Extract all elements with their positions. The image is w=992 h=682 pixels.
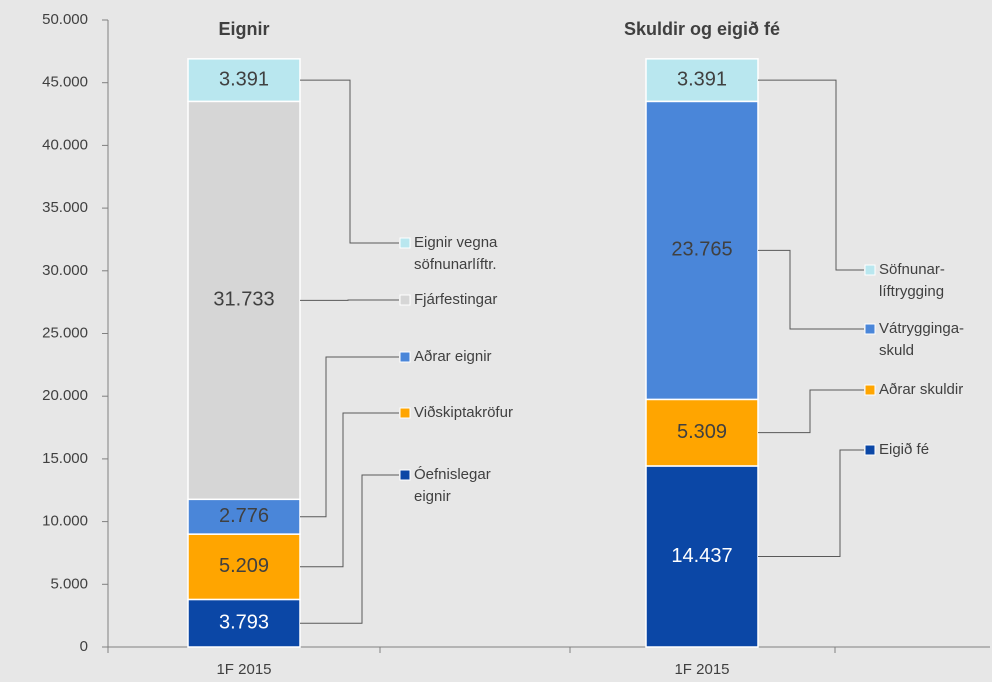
x-tick-label: 1F 2015 (216, 661, 271, 678)
bar-segment (187, 100, 301, 501)
value-label: 3.391 (677, 68, 727, 90)
chart-title: Skuldir og eigið fé (624, 19, 780, 39)
legend-label: Fjárfestingar (414, 291, 498, 308)
legend-marker (399, 351, 411, 363)
y-tick-label: 15.000 (42, 450, 88, 467)
y-tick-label: 0 (80, 638, 88, 655)
legend-label: Eigið fé (879, 441, 930, 458)
y-tick-label: 40.000 (42, 136, 88, 153)
bar-segment (645, 465, 759, 648)
value-label: 2.776 (219, 505, 269, 527)
value-label: 3.391 (219, 68, 269, 90)
y-tick-label: 5.000 (50, 575, 88, 592)
value-label: 3.793 (219, 611, 269, 633)
leader-line (758, 249, 864, 330)
leader-line (758, 79, 864, 271)
bar-segment (645, 100, 759, 401)
leader-line (758, 449, 864, 557)
legend-label: Eignir vegna söfnunarlíftr. (414, 234, 498, 273)
legend-label: Aðrar skuldir (879, 381, 964, 398)
y-tick-label: 50.000 (42, 11, 88, 28)
value-label: 5.309 (677, 421, 727, 443)
legend-marker (399, 237, 411, 249)
y-tick-label: 25.000 (42, 324, 88, 341)
legend-marker (399, 294, 411, 306)
chart-title: Eignir (218, 19, 269, 39)
bar-segment (187, 498, 301, 535)
legend-marker (399, 469, 411, 481)
bar-segment (187, 598, 301, 648)
legend-label: Óefnislegar eignir (414, 466, 491, 505)
legend-marker (864, 323, 876, 335)
leader-line (300, 356, 399, 518)
legend-label: Söfnunar- líftrygging (879, 261, 945, 300)
legend-marker (864, 384, 876, 396)
leader-line (300, 79, 399, 244)
bar-segment (187, 533, 301, 601)
y-tick-label: 30.000 (42, 262, 88, 279)
legend-marker (864, 264, 876, 276)
legend-marker (399, 407, 411, 419)
x-tick-label: 1F 2015 (674, 661, 729, 678)
legend-label: Vátrygginga- skuld (879, 320, 965, 359)
value-label: 23.765 (671, 239, 732, 261)
y-tick-label: 20.000 (42, 387, 88, 404)
leader-line (300, 474, 399, 624)
y-tick-label: 35.000 (42, 199, 88, 216)
value-label: 31.733 (213, 289, 274, 311)
leader-line (300, 412, 399, 568)
legend-marker (864, 444, 876, 456)
legend-label: Aðrar eignir (414, 348, 492, 365)
bar-segment (645, 58, 759, 103)
legend-label: Viðskiptakröfur (414, 404, 513, 421)
value-label: 14.437 (671, 545, 732, 567)
leader-line (758, 389, 864, 434)
y-tick-label: 45.000 (42, 74, 88, 91)
y-tick-label: 10.000 (42, 513, 88, 530)
value-label: 5.209 (219, 555, 269, 577)
